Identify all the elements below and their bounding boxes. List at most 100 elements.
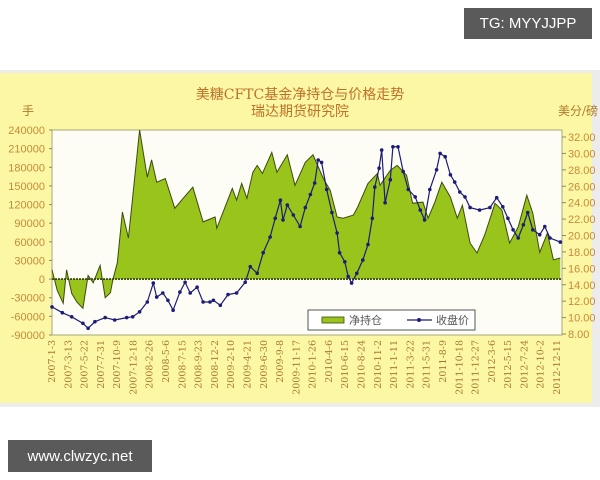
legend-box: [307, 309, 476, 331]
left-axis-tick-label: 210000: [8, 144, 45, 156]
price-marker-icon: [458, 190, 462, 194]
x-axis-tick-label: 2010-11-2: [373, 340, 384, 389]
panel-edge: [592, 70, 600, 406]
legend: 净持仓 收盘价: [307, 309, 476, 331]
price-marker-icon: [511, 228, 515, 232]
right-axis-tick-label: 26.00: [568, 181, 596, 193]
price-marker-icon: [137, 310, 142, 314]
left-axis-tick-label: -60000: [11, 311, 45, 323]
price-marker-icon: [285, 203, 290, 207]
price-marker-icon: [93, 319, 97, 324]
price-marker-icon: [130, 315, 135, 319]
price-marker-icon: [434, 168, 439, 172]
price-marker-icon: [201, 300, 205, 304]
price-marker-icon: [166, 298, 170, 303]
price-marker-icon: [537, 232, 542, 237]
left-axis-tick-label: 120000: [8, 200, 45, 212]
price-marker-icon: [86, 326, 90, 331]
price-marker-icon: [452, 180, 457, 184]
price-marker-icon: [516, 236, 520, 240]
right-axis-tick-label: 10.00: [568, 313, 596, 325]
x-axis-tick-label: 2012-5-15: [503, 340, 514, 389]
price-marker-icon: [171, 308, 175, 313]
price-marker-icon: [261, 250, 266, 255]
x-axis-tick-label: 2008-2-26: [145, 340, 156, 389]
price-marker-icon: [543, 224, 547, 229]
price-series: [50, 145, 563, 331]
price-marker-icon: [335, 231, 339, 235]
x-axis-tick-label: 2007-1-3: [47, 340, 58, 383]
price-marker-icon: [488, 205, 492, 210]
right-axis-tick-label: 14.00: [568, 280, 596, 292]
price-marker-icon: [248, 264, 253, 269]
x-axis-tick-label: 2008-7-15: [177, 340, 188, 389]
price-marker-icon: [379, 148, 384, 152]
x-axis-tick-label: 2007-12-18: [129, 340, 140, 395]
price-marker-icon: [477, 208, 482, 212]
price-marker-icon: [211, 298, 216, 303]
price-marker-icon: [406, 187, 411, 192]
price-marker-icon: [226, 292, 230, 297]
x-axis-tick-label: 2012-3-6: [487, 340, 498, 383]
left-axis-tick-label: 240000: [8, 125, 45, 137]
price-marker-icon: [50, 305, 54, 309]
left-axis-tick-label: 90000: [14, 218, 45, 230]
price-marker-icon: [343, 260, 347, 264]
left-axis-tick-label: 30000: [14, 255, 45, 267]
price-marker-icon: [349, 281, 354, 285]
x-axis-tick-label: 2011-8-9: [438, 340, 449, 383]
price-marker-icon: [218, 303, 223, 308]
price-marker-icon: [60, 310, 65, 315]
price-marker-icon: [312, 181, 317, 185]
x-axis-tick-label: 2011-3-22: [405, 340, 416, 389]
price-marker-icon: [396, 145, 400, 149]
price-marker-icon: [234, 291, 239, 295]
price-marker-icon: [346, 274, 351, 279]
x-axis-tick-label: 2007-10-9: [112, 340, 123, 389]
price-marker-icon: [521, 223, 526, 227]
price-marker-icon: [195, 285, 199, 290]
x-axis-tick-label: 2010-6-15: [340, 340, 351, 389]
price-marker-icon: [463, 195, 467, 199]
price-marker-icon: [208, 300, 212, 304]
left-axis-unit: 手: [22, 104, 35, 118]
price-marker-icon: [531, 228, 535, 232]
price-marker-icon: [324, 187, 329, 192]
price-marker-icon: [291, 213, 296, 217]
net-position-outline: [51, 129, 561, 310]
bottom-divider: [0, 403, 600, 407]
right-axis-tick-label: 20.00: [568, 231, 596, 243]
legend-area-swatch-icon: [321, 316, 345, 324]
price-marker-icon: [183, 280, 187, 285]
price-marker-icon: [525, 210, 530, 215]
price-marker-icon: [161, 291, 165, 295]
x-axis-tick-label: 2009-6-30: [259, 340, 270, 389]
price-marker-icon: [355, 271, 359, 276]
price-marker-icon: [494, 195, 499, 200]
price-marker-icon: [188, 291, 192, 295]
x-axis-tick-label: 2009-2-10: [226, 340, 237, 389]
net-position-area: [52, 130, 561, 309]
watermark-url: www.clwzyc.net: [8, 440, 152, 472]
price-marker-icon: [303, 205, 308, 210]
price-marker-icon: [366, 242, 370, 247]
price-marker-icon: [124, 315, 129, 320]
price-marker-icon: [81, 321, 85, 326]
x-axis-tick-label: 2011-1-11: [389, 340, 400, 389]
legend-marker-icon: [417, 318, 421, 322]
right-axis-tick-label: 12.00: [568, 296, 596, 308]
price-marker-icon: [468, 205, 472, 210]
x-axis-tick-label: 2012-10-2: [536, 340, 547, 389]
left-axis-tick-label: 180000: [8, 162, 45, 174]
legend-net-label: 净持仓: [349, 313, 382, 327]
price-marker-icon: [145, 300, 150, 304]
right-axis-tick-label: 18.00: [568, 247, 596, 259]
price-marker-icon: [178, 290, 182, 294]
x-axis-tick-label: 2011-10-18: [454, 340, 465, 395]
price-marker-icon: [298, 224, 302, 229]
price-marker-icon: [391, 145, 395, 149]
x-axis-tick-label: 2010-1-26: [308, 340, 319, 389]
price-marker-icon: [501, 205, 505, 209]
price-marker-icon: [273, 216, 278, 221]
chart-title: 美糖CFTC基金净持仓与价格走势: [195, 87, 405, 103]
